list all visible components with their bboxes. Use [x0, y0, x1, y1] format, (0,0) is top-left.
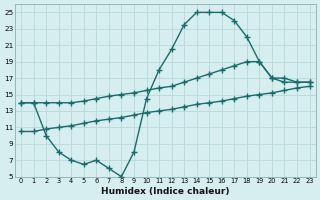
X-axis label: Humidex (Indice chaleur): Humidex (Indice chaleur)	[101, 187, 229, 196]
